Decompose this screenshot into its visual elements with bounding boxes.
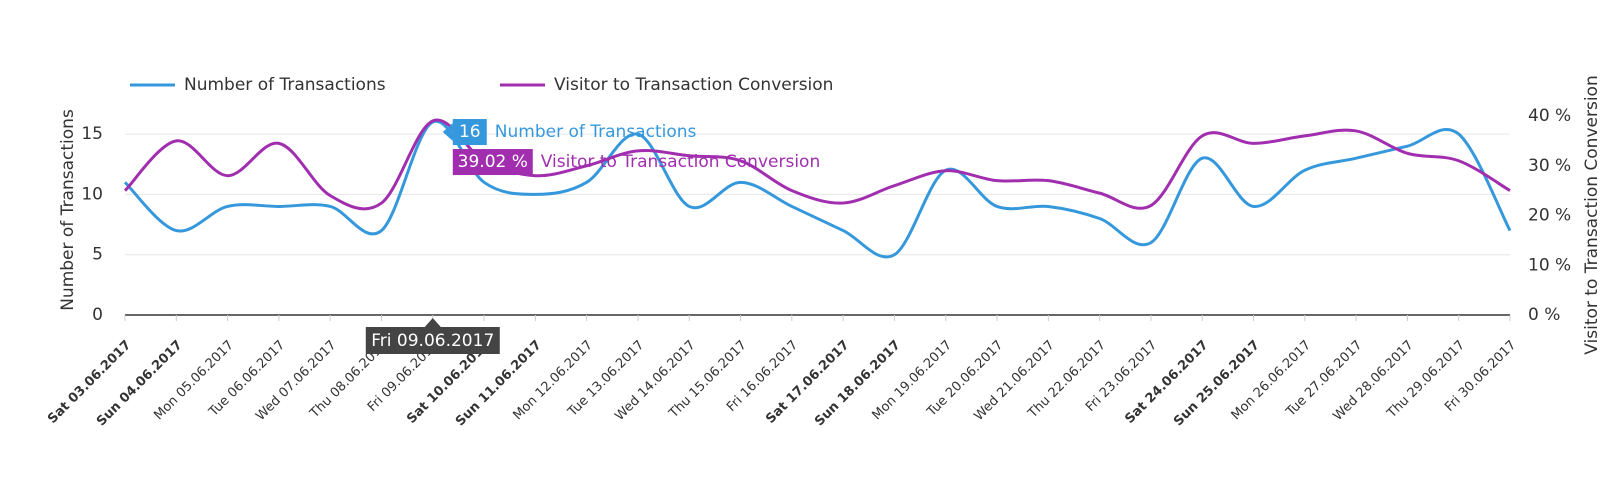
tooltip-date: Fri 09.06.2017: [371, 331, 494, 351]
y2-tick-label: 30 %: [1528, 156, 1571, 176]
tooltip-value: 39.02 %: [458, 152, 528, 172]
series-line: [123, 119, 1512, 259]
y-tick-label: 15: [81, 124, 103, 144]
x-tick-label: Sun 04.06.2017: [94, 338, 186, 430]
y-axis-title: Number of Transactions: [58, 109, 78, 311]
series-line: [123, 118, 1511, 211]
tooltip-series: Number of Transactions: [495, 122, 697, 142]
x-tick-label: Sun 18.06.2017: [812, 338, 904, 430]
legend-label: Number of Transactions: [184, 75, 386, 95]
y-tick-label: 5: [92, 245, 103, 265]
tooltip-box: [452, 119, 487, 146]
y2-tick-label: 40 %: [1528, 106, 1571, 126]
y2-tick-label: 10 %: [1528, 255, 1571, 275]
tooltip-box: [452, 149, 533, 176]
y2-axis-title: Visitor to Transaction Conversion: [1582, 75, 1602, 354]
x-tick-label: Sat 03.06.2017: [45, 338, 134, 427]
x-tick-label: Sun 25.06.2017: [1171, 338, 1263, 430]
tooltip-date-box: [365, 327, 500, 354]
tooltip-value: 16: [459, 122, 481, 142]
y-tick-label: 0: [92, 305, 103, 325]
tooltip-pointer: [424, 318, 441, 327]
legend-label: Visitor to Transaction Conversion: [554, 75, 833, 95]
y2-tick-label: 0 %: [1528, 305, 1560, 325]
y2-tick-label: 20 %: [1528, 206, 1571, 226]
tooltip-pointer: [442, 123, 453, 142]
y-tick-label: 10: [81, 184, 103, 204]
tooltip-series: Visitor to Transaction Conversion: [541, 152, 820, 172]
